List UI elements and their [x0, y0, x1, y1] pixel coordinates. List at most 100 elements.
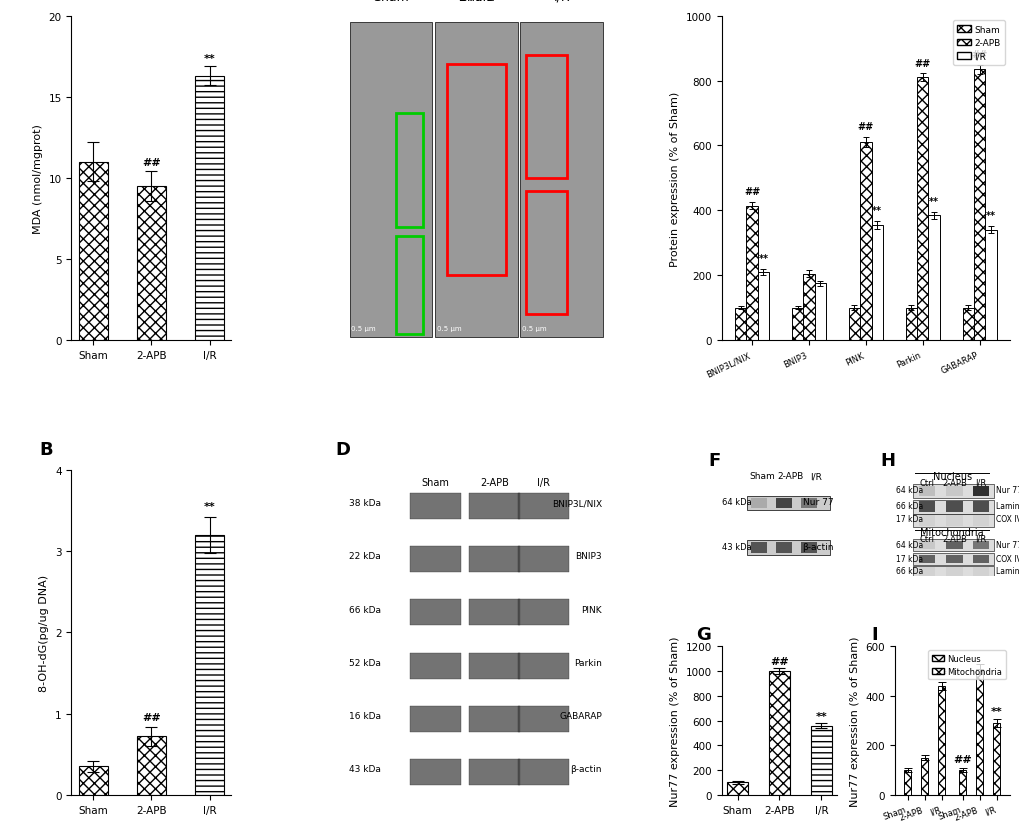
Bar — [905, 308, 916, 341]
Legend: Sham, 2-APB, I/R: Sham, 2-APB, I/R — [952, 21, 1005, 66]
Text: 64 kDa: 64 kDa — [895, 485, 922, 494]
Text: I/R: I/R — [536, 477, 549, 487]
Bar — [469, 706, 520, 732]
Bar — [410, 546, 461, 572]
Bar — [920, 758, 927, 795]
Text: ##: ## — [743, 186, 759, 196]
Bar — [727, 782, 747, 795]
Text: 43 kDa: 43 kDa — [348, 764, 380, 773]
Text: COX IV: COX IV — [995, 515, 1019, 524]
Bar — [526, 191, 567, 315]
Text: β-actin: β-actin — [801, 542, 833, 551]
Text: I/R: I/R — [974, 478, 985, 487]
Bar — [517, 493, 569, 519]
Text: GABARAP: GABARAP — [558, 711, 601, 720]
Bar — [972, 541, 988, 550]
Bar — [927, 216, 938, 341]
Text: ##: ## — [953, 753, 971, 763]
Text: I/R: I/R — [553, 0, 570, 3]
Text: ##: ## — [769, 657, 788, 667]
Y-axis label: Nur77 expression (% of Sham): Nur77 expression (% of Sham) — [669, 636, 680, 806]
Bar — [775, 542, 792, 553]
Bar — [446, 65, 506, 276]
Text: 0.5 μm: 0.5 μm — [351, 325, 375, 331]
Text: Sham: Sham — [459, 0, 494, 3]
Bar — [801, 542, 816, 553]
Bar — [918, 486, 934, 497]
Text: ##: ## — [142, 712, 161, 722]
Bar — [517, 599, 569, 626]
Bar — [469, 546, 520, 572]
Bar — [946, 502, 962, 513]
Text: 16 kDa: 16 kDa — [348, 711, 380, 720]
Text: β-actin: β-actin — [570, 764, 601, 773]
Text: 2-APB: 2-APB — [458, 0, 494, 3]
Bar — [526, 55, 567, 179]
Bar — [757, 272, 768, 341]
Bar — [958, 770, 965, 795]
Bar — [870, 226, 882, 341]
Bar — [747, 496, 829, 511]
Bar — [972, 516, 988, 527]
Text: **: ** — [871, 206, 881, 216]
Bar — [195, 76, 224, 341]
Bar — [814, 284, 825, 341]
Text: ##: ## — [914, 59, 930, 69]
Bar — [801, 498, 816, 508]
Bar — [984, 230, 996, 341]
Bar — [517, 759, 569, 785]
Text: 43 kDa: 43 kDa — [721, 542, 751, 551]
Text: Mitochondria: Mitochondria — [919, 527, 983, 538]
Bar — [912, 566, 993, 578]
Bar — [750, 542, 766, 553]
Bar — [395, 237, 423, 335]
Bar — [937, 686, 945, 795]
Bar — [962, 308, 973, 341]
Text: 2-APB: 2-APB — [480, 477, 508, 487]
Text: 17 kDa: 17 kDa — [895, 515, 922, 524]
Bar — [137, 737, 166, 795]
Bar — [946, 516, 962, 527]
Y-axis label: MDA (nmol/mgprot): MDA (nmol/mgprot) — [33, 124, 43, 233]
Bar — [912, 484, 993, 498]
Bar — [946, 567, 962, 576]
Bar — [747, 541, 829, 556]
Text: Nur 77: Nur 77 — [802, 498, 833, 507]
Text: 2-APB: 2-APB — [942, 534, 966, 543]
Bar — [395, 113, 423, 228]
Text: I: I — [871, 625, 877, 643]
Text: 0.5 μm: 0.5 μm — [436, 325, 461, 331]
Bar — [768, 672, 789, 795]
Bar — [912, 540, 993, 551]
Text: Ctrl: Ctrl — [918, 534, 933, 543]
Bar — [469, 493, 520, 519]
Text: Lamin B1: Lamin B1 — [995, 567, 1019, 575]
Text: BNIP3L/NIX: BNIP3L/NIX — [551, 498, 601, 508]
Bar — [918, 541, 934, 550]
Text: **: ** — [989, 706, 1002, 716]
Text: G: G — [696, 625, 710, 643]
Text: ##: ## — [857, 123, 873, 132]
Y-axis label: Nur77 expression (% of Sham): Nur77 expression (% of Sham) — [849, 636, 859, 806]
Bar — [517, 652, 569, 679]
Bar — [912, 553, 993, 565]
Bar — [410, 599, 461, 626]
Text: Sham: Sham — [373, 0, 409, 3]
Text: 66 kDa: 66 kDa — [895, 501, 922, 510]
Bar — [972, 486, 988, 497]
Text: H: H — [880, 451, 895, 469]
Legend: Nucleus, Mitochondria: Nucleus, Mitochondria — [927, 651, 1005, 680]
Bar — [78, 162, 108, 341]
Bar — [410, 493, 461, 519]
Bar — [912, 500, 993, 514]
Text: **: ** — [928, 197, 938, 207]
Text: **: ** — [204, 501, 215, 511]
Bar — [350, 23, 432, 338]
Bar — [946, 555, 962, 563]
Text: I/R: I/R — [809, 472, 821, 480]
Text: PINK: PINK — [581, 605, 601, 614]
Bar — [859, 143, 870, 341]
Text: 2-APB: 2-APB — [942, 478, 966, 487]
Text: 22 kDa: 22 kDa — [348, 551, 380, 561]
Bar — [775, 498, 792, 508]
